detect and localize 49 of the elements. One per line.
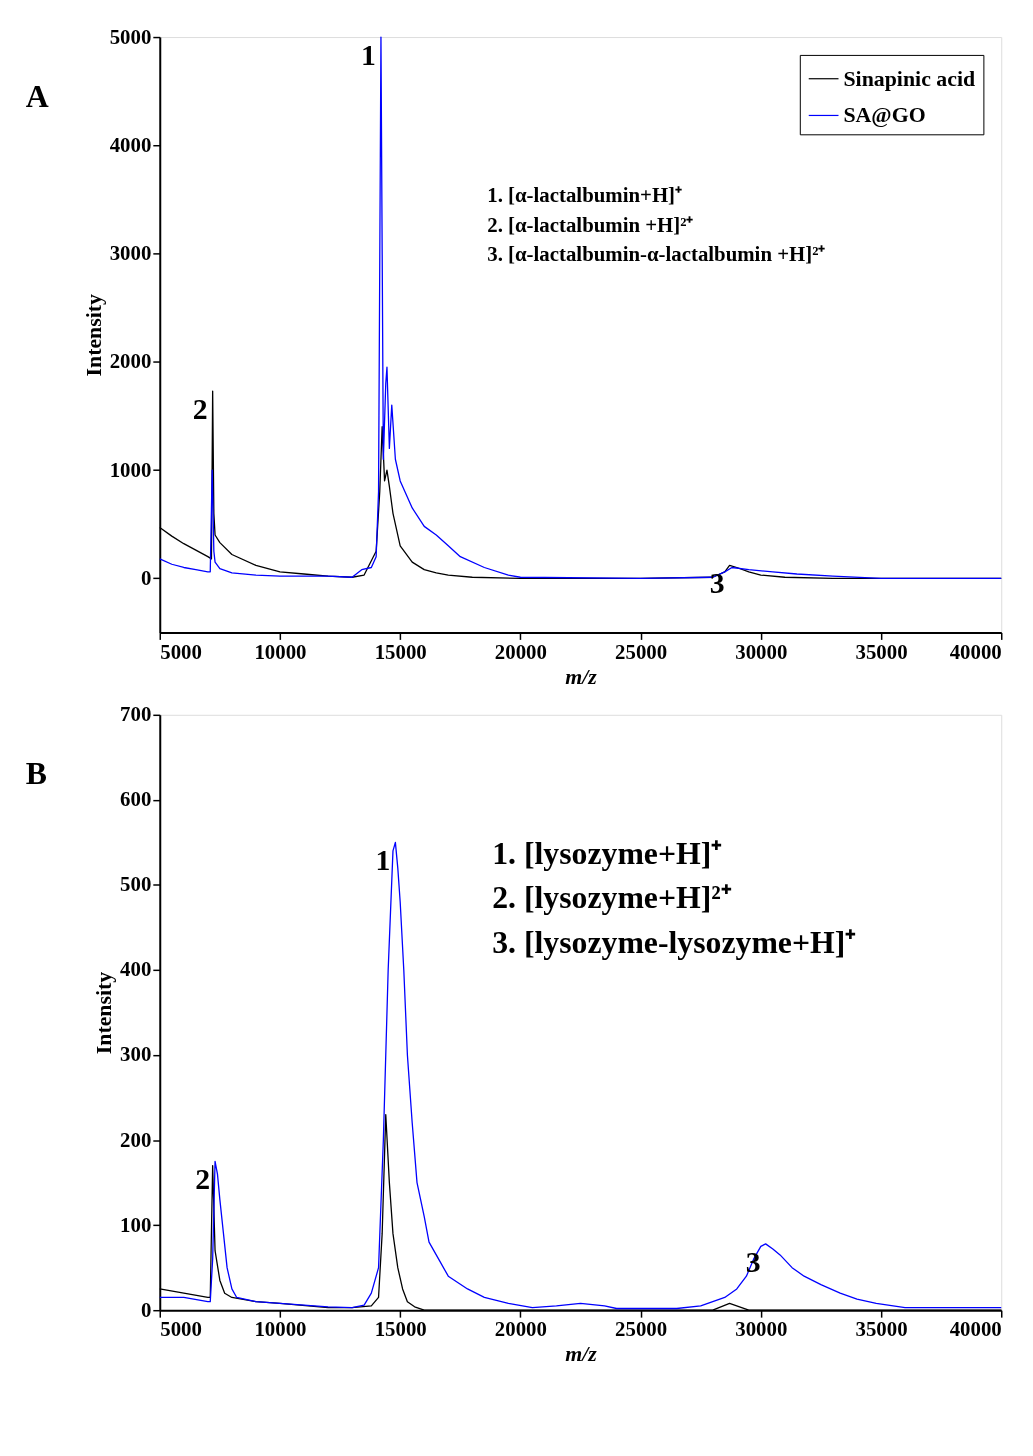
x-tick-label: 35000 bbox=[855, 1317, 908, 1342]
x-tick-label: 15000 bbox=[374, 639, 427, 664]
text: B bbox=[25, 756, 47, 792]
x-tick-label: 10000 bbox=[254, 639, 307, 664]
y-tick-label: 0 bbox=[140, 565, 152, 590]
x-axis-title: m/z bbox=[565, 664, 598, 689]
annotation: 2 bbox=[192, 391, 208, 425]
y-tick-label: 700 bbox=[120, 702, 152, 727]
x-tick-label: 40000 bbox=[949, 1317, 1002, 1342]
x-tick-label: 10000 bbox=[254, 1317, 307, 1342]
x-tick-label: 40000 bbox=[949, 639, 1002, 664]
annotation: 1 bbox=[375, 843, 391, 877]
x-tick-label: 35000 bbox=[855, 639, 908, 664]
y-tick-label: 100 bbox=[120, 1212, 152, 1237]
annotation: 2. [α-lactalbumin +H]²⁺ bbox=[487, 212, 694, 237]
x-tick-label: 30000 bbox=[735, 639, 788, 664]
y-tick-label: 0 bbox=[140, 1297, 152, 1322]
x-tick-label: 5000 bbox=[160, 1317, 202, 1342]
y-tick-label: 4000 bbox=[109, 132, 152, 157]
annotation: 2 bbox=[195, 1162, 211, 1196]
x-tick-label: 15000 bbox=[374, 1317, 427, 1342]
x-axis-title: m/z bbox=[565, 1342, 598, 1367]
y-tick-label: 200 bbox=[120, 1127, 152, 1152]
y-tick-label: 600 bbox=[120, 787, 152, 812]
annotation: 1. [lysozyme+H]⁺ bbox=[492, 835, 723, 871]
y-tick-label: 2000 bbox=[109, 349, 152, 374]
y-axis-title: Intensity bbox=[81, 293, 106, 377]
x-tick-label: 30000 bbox=[735, 1317, 788, 1342]
annotation: 1. [α-lactalbumin+H]⁺ bbox=[487, 182, 683, 207]
y-tick-label: 300 bbox=[120, 1042, 152, 1067]
y-axis-title: Intensity bbox=[92, 971, 117, 1055]
annotation: 2. [lysozyme+H]²⁺ bbox=[492, 880, 732, 916]
legend-label: Sinapinic acid bbox=[843, 66, 976, 91]
text: A bbox=[25, 78, 49, 114]
y-tick-label: 3000 bbox=[109, 241, 152, 266]
legend-label: SA@GO bbox=[843, 103, 926, 128]
annotation: 1 bbox=[361, 37, 376, 71]
y-tick-label: 500 bbox=[120, 872, 152, 897]
x-tick-label: 25000 bbox=[615, 1317, 668, 1342]
annotation: 3 bbox=[709, 566, 725, 600]
x-tick-label: 20000 bbox=[494, 1317, 547, 1342]
annotation: 3. [lysozyme-lysozyme+H]⁺ bbox=[492, 924, 857, 960]
x-tick-label: 25000 bbox=[615, 639, 668, 664]
x-tick-label: 5000 bbox=[160, 639, 202, 664]
annotation: 3. [α-lactalbumin-α-lactalbumin +H]²⁺ bbox=[487, 242, 826, 267]
y-tick-label: 5000 bbox=[109, 24, 152, 49]
x-tick-label: 20000 bbox=[494, 639, 547, 664]
y-tick-label: 1000 bbox=[109, 457, 152, 482]
y-tick-label: 400 bbox=[120, 957, 152, 982]
